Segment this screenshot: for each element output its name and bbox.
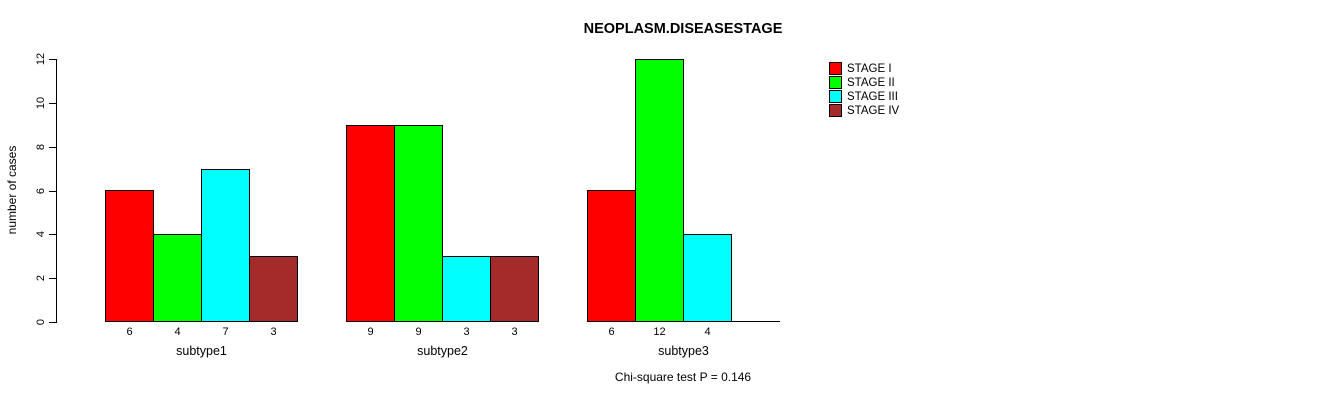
y-tick-label: 0 [35, 318, 47, 326]
category-label-subtype1: subtype1 [176, 344, 227, 358]
y-tick-label: 6 [35, 187, 47, 195]
bar-value-label: 6 [126, 326, 133, 338]
bar-value-label: 7 [222, 326, 229, 338]
legend-swatch-stage-i [829, 62, 842, 75]
bar-subtype2-stage-i [346, 125, 395, 322]
y-axis-label: number of cases [5, 145, 19, 235]
bar-subtype3-stage-iv-zero [731, 321, 780, 322]
bar-value-label: 3 [463, 326, 470, 338]
bar-value-label: 3 [270, 326, 277, 338]
legend-item-stage-ii: STAGE II [829, 76, 899, 89]
y-tick-label: 12 [35, 52, 47, 66]
bar-subtype1-stage-i [105, 190, 154, 322]
legend-swatch-stage-ii [829, 76, 842, 89]
y-tick-label: 4 [35, 230, 47, 238]
y-tick [49, 59, 56, 60]
legend-swatch-stage-iii [829, 90, 842, 103]
legend-label: STAGE I [847, 62, 892, 75]
legend-label: STAGE IV [847, 104, 900, 117]
bar-value-label: 9 [367, 326, 374, 338]
y-tick [49, 103, 56, 104]
legend-item-stage-i: STAGE I [829, 62, 899, 75]
bar-subtype2-stage-iv [490, 256, 539, 322]
bar-value-label: 3 [511, 326, 518, 338]
bar-subtype2-stage-iii [442, 256, 491, 322]
bar-value-label: 9 [415, 326, 422, 338]
bar-value-label: 6 [608, 326, 615, 338]
y-tick [49, 147, 56, 148]
y-tick [49, 191, 56, 192]
bar-subtype1-stage-ii [153, 234, 202, 322]
bar-value-label: 4 [174, 326, 181, 338]
legend-item-stage-iv: STAGE IV [829, 104, 899, 117]
bar-subtype1-stage-iv [249, 256, 298, 322]
bar-subtype3-stage-i [587, 190, 636, 322]
bar-subtype3-stage-iii [683, 234, 732, 322]
legend-label: STAGE II [847, 76, 895, 89]
legend-swatch-stage-iv [829, 104, 842, 117]
y-tick-label: 10 [35, 96, 47, 110]
chi-square-note: Chi-square test P = 0.146 [614, 370, 752, 384]
category-label-subtype2: subtype2 [417, 344, 468, 358]
y-tick-label: 2 [35, 274, 47, 282]
bar-subtype1-stage-iii [201, 169, 250, 322]
bar-value-label: 12 [653, 326, 666, 338]
legend: STAGE I STAGE II STAGE III STAGE IV [829, 62, 899, 118]
y-tick [49, 278, 56, 279]
legend-label: STAGE III [847, 90, 898, 103]
bar-value-label: 4 [704, 326, 711, 338]
category-label-subtype3: subtype3 [658, 344, 709, 358]
bar-subtype2-stage-ii [394, 125, 443, 322]
legend-item-stage-iii: STAGE III [829, 90, 899, 103]
y-tick-label: 8 [35, 143, 47, 151]
y-tick [49, 322, 56, 323]
y-tick [49, 234, 56, 235]
chart-title: NEOPLASM.DISEASESTAGE [583, 21, 783, 37]
y-axis-line [56, 59, 57, 323]
bar-subtype3-stage-ii [635, 59, 684, 322]
